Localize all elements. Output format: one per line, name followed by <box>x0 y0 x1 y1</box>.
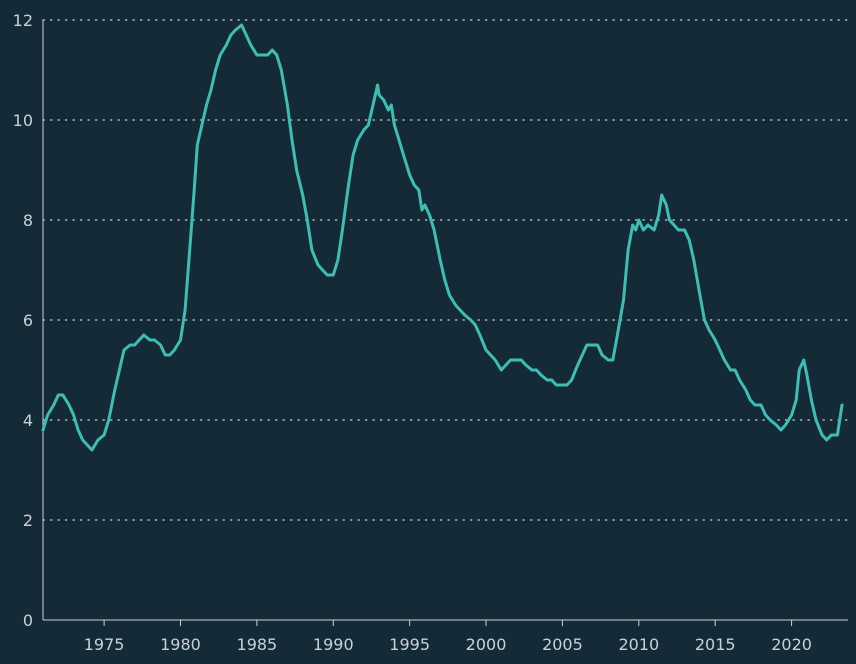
y-tick-label: 6 <box>23 311 33 330</box>
x-tick-label: 1980 <box>160 635 201 654</box>
y-axis-tick-labels: 0 2 4 6 8 10 12 <box>13 11 33 630</box>
y-tick-label: 10 <box>13 111 33 130</box>
x-tick-label: 2020 <box>771 635 812 654</box>
y-tick-label: 2 <box>23 511 33 530</box>
x-tick-label: 2000 <box>466 635 507 654</box>
series-line-0 <box>41 23 844 452</box>
x-tick-label: 1985 <box>237 635 278 654</box>
y-tick-label: 8 <box>23 211 33 230</box>
x-tick-label: 2010 <box>618 635 659 654</box>
x-axis-tick-labels: 1975 1980 1985 1990 1995 2000 2005 2010 2015 2020 <box>84 635 812 654</box>
y-tick-label: 12 <box>13 11 33 30</box>
x-tick-label: 1990 <box>313 635 354 654</box>
y-tick-label: 0 <box>23 611 33 630</box>
series-group <box>41 23 844 452</box>
axes <box>42 20 848 626</box>
x-tick-label: 1975 <box>84 635 125 654</box>
x-tick-label: 2005 <box>542 635 583 654</box>
x-tick-label: 2015 <box>695 635 736 654</box>
y-tick-label: 4 <box>23 411 33 430</box>
x-tick-label: 1995 <box>389 635 430 654</box>
